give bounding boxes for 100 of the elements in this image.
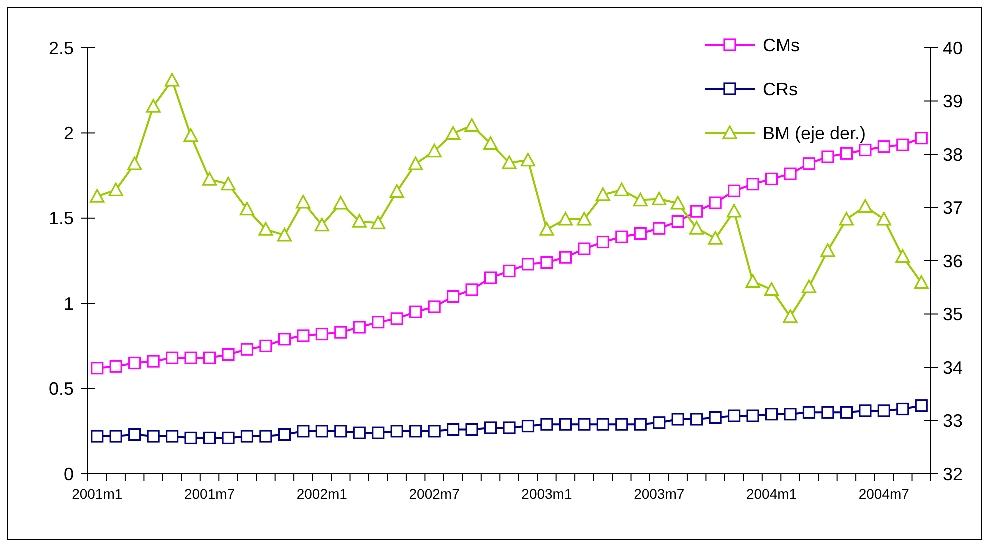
point xyxy=(540,222,554,236)
point xyxy=(184,352,198,364)
point xyxy=(784,168,797,180)
point xyxy=(522,420,535,433)
point xyxy=(577,212,592,226)
point xyxy=(260,340,272,352)
point xyxy=(765,408,778,421)
y2-tick-label: 39 xyxy=(943,92,964,112)
point xyxy=(278,333,291,346)
y-tick-label: 1.5 xyxy=(48,208,74,229)
point xyxy=(316,328,328,341)
point xyxy=(708,231,723,245)
x-tick-label: 2002m7 xyxy=(409,486,460,502)
point xyxy=(634,227,647,240)
y2-tick-label: 37 xyxy=(943,198,964,218)
point xyxy=(147,430,160,443)
point xyxy=(110,360,122,373)
point xyxy=(784,408,797,421)
point xyxy=(184,128,198,142)
point xyxy=(820,244,836,258)
point xyxy=(128,156,142,170)
point xyxy=(466,423,478,436)
point xyxy=(390,184,404,198)
point xyxy=(764,282,780,296)
point xyxy=(371,216,386,230)
x-tick-label: 2003m1 xyxy=(522,486,572,502)
y-tick-label: 2 xyxy=(64,124,74,144)
y-tick-label: 0.5 xyxy=(48,379,74,400)
point xyxy=(503,264,516,278)
point xyxy=(802,280,817,294)
point xyxy=(203,432,216,445)
point xyxy=(447,290,460,304)
point xyxy=(840,147,853,160)
y-tick-label: 2.5 xyxy=(48,38,74,58)
point xyxy=(353,426,366,440)
point xyxy=(410,425,422,438)
point xyxy=(108,182,124,196)
point xyxy=(297,425,310,438)
point xyxy=(447,423,460,436)
point xyxy=(614,182,630,196)
point xyxy=(166,352,179,364)
point xyxy=(915,400,928,412)
x-tick-label: 2004m7 xyxy=(858,486,910,502)
point xyxy=(202,172,218,186)
point xyxy=(484,272,498,284)
point xyxy=(653,416,666,430)
point xyxy=(558,212,573,226)
point xyxy=(184,432,198,445)
point xyxy=(915,132,928,145)
point xyxy=(240,343,254,356)
point xyxy=(633,192,648,207)
point xyxy=(258,222,274,236)
point xyxy=(652,192,667,206)
point xyxy=(353,321,366,334)
point xyxy=(540,418,554,431)
point xyxy=(858,199,873,213)
legend-label: CMs xyxy=(763,35,800,56)
point xyxy=(914,276,929,290)
point xyxy=(428,300,441,314)
x-tick-label: 2002m1 xyxy=(296,486,348,502)
point xyxy=(728,410,741,422)
point xyxy=(203,352,216,364)
point xyxy=(802,158,816,170)
point xyxy=(559,251,572,264)
point xyxy=(540,256,554,270)
point xyxy=(260,430,272,443)
point xyxy=(596,236,610,249)
point xyxy=(878,404,890,418)
point xyxy=(165,73,180,87)
point xyxy=(390,312,404,326)
point xyxy=(616,418,628,431)
point xyxy=(822,150,834,164)
point xyxy=(709,411,722,424)
point xyxy=(483,136,498,150)
y2-tick-label: 35 xyxy=(943,304,964,325)
point xyxy=(372,426,385,440)
point xyxy=(876,212,892,226)
point xyxy=(859,144,872,157)
point xyxy=(277,228,292,242)
point xyxy=(128,428,142,442)
point xyxy=(522,258,535,271)
point xyxy=(334,326,348,339)
point xyxy=(147,355,160,368)
point xyxy=(314,218,330,232)
point xyxy=(352,214,367,228)
point xyxy=(896,402,910,416)
point xyxy=(297,330,310,342)
x-tick-label: 2001m7 xyxy=(184,486,236,502)
x-tick-label: 2001m1 xyxy=(72,486,123,502)
point xyxy=(372,316,385,329)
point xyxy=(578,242,591,256)
point xyxy=(90,189,105,203)
point xyxy=(690,413,704,426)
point xyxy=(466,284,478,296)
point xyxy=(596,188,610,202)
point xyxy=(878,140,890,154)
point xyxy=(91,362,104,375)
x-tick-label: 2003m7 xyxy=(634,486,685,502)
point xyxy=(316,425,328,438)
point xyxy=(240,202,255,216)
